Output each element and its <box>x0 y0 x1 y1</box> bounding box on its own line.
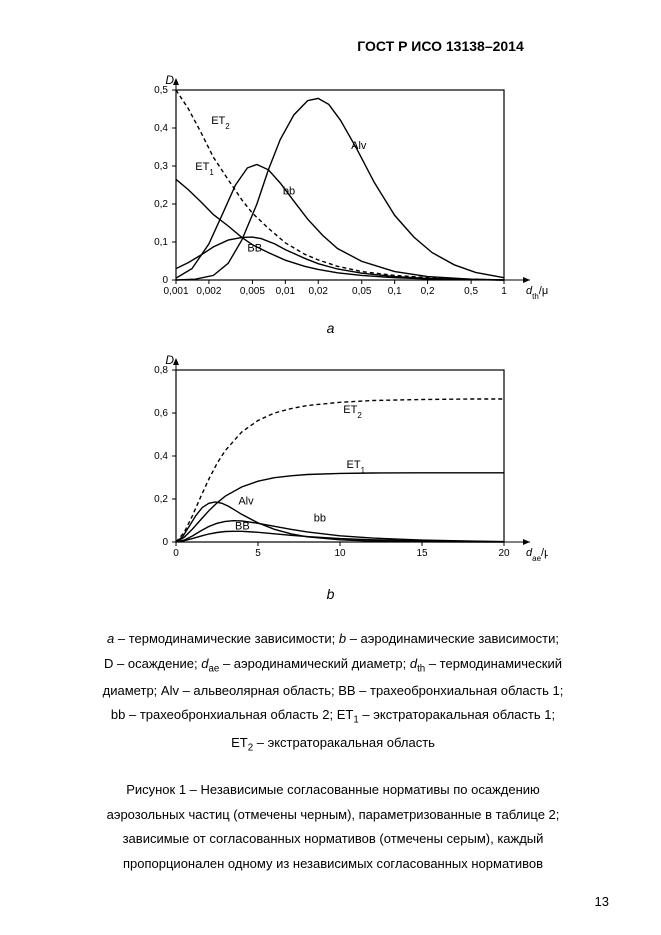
svg-text:BB: BB <box>247 243 262 255</box>
svg-text:0,5: 0,5 <box>464 286 478 297</box>
svg-text:0,5: 0,5 <box>154 85 168 96</box>
chart-a-container: D00,10,20,30,40,50,0010,0020,0050,010,02… <box>128 72 548 307</box>
document-header: ГОСТ Р ИСО 13138–2014 <box>0 38 661 54</box>
svg-text:0,4: 0,4 <box>154 451 168 462</box>
page-number: 13 <box>595 894 609 909</box>
standard-code: ГОСТ Р ИСО 13138–2014 <box>357 38 524 54</box>
chart-a-sublabel: a <box>0 320 661 336</box>
svg-text:0,02: 0,02 <box>309 286 329 297</box>
svg-text:10: 10 <box>334 548 346 559</box>
svg-text:0,1: 0,1 <box>154 237 168 248</box>
svg-text:0,005: 0,005 <box>240 286 265 297</box>
svg-text:bb: bb <box>314 513 326 525</box>
svg-text:5: 5 <box>255 548 261 559</box>
svg-text:0,6: 0,6 <box>154 408 168 419</box>
figure-caption: Рисунок 1 – Независимые согласованные но… <box>60 778 606 877</box>
svg-text:15: 15 <box>416 548 428 559</box>
svg-text:0,8: 0,8 <box>154 365 168 376</box>
svg-text:bb: bb <box>283 186 295 198</box>
chart-b-container: D00,20,40,60,805101520dae/μmET1ET2BBbbAl… <box>128 352 548 572</box>
chart-a-svg: D00,10,20,30,40,50,0010,0020,0050,010,02… <box>128 72 548 307</box>
svg-text:Alv: Alv <box>351 140 367 152</box>
svg-text:BB: BB <box>235 521 250 533</box>
svg-text:Alv: Alv <box>238 495 254 507</box>
svg-text:0,3: 0,3 <box>154 161 168 172</box>
svg-text:0,002: 0,002 <box>196 286 221 297</box>
chart-b-svg: D00,20,40,60,805101520dae/μmET1ET2BBbbAl… <box>128 352 548 572</box>
svg-text:0,05: 0,05 <box>352 286 372 297</box>
svg-text:0: 0 <box>173 548 179 559</box>
svg-text:0,1: 0,1 <box>388 286 402 297</box>
svg-text:0,01: 0,01 <box>276 286 296 297</box>
legend-text: a – термодинамические зависимости; b – а… <box>60 627 606 758</box>
svg-text:20: 20 <box>498 548 510 559</box>
svg-text:0,4: 0,4 <box>154 123 168 134</box>
svg-text:0: 0 <box>162 537 168 548</box>
chart-b-sublabel: b <box>0 586 661 602</box>
svg-text:1: 1 <box>501 286 507 297</box>
svg-text:0,001: 0,001 <box>163 286 188 297</box>
svg-text:0: 0 <box>162 275 168 286</box>
svg-text:0,2: 0,2 <box>421 286 435 297</box>
svg-text:0,2: 0,2 <box>154 494 168 505</box>
svg-text:0,2: 0,2 <box>154 199 168 210</box>
